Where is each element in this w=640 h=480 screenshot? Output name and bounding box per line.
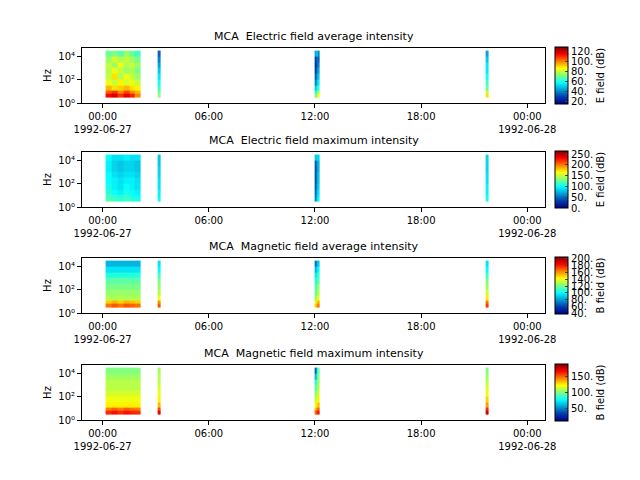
- svg-text:120.: 120.: [571, 281, 593, 292]
- svg-text:140.: 140.: [571, 274, 593, 285]
- svg-text:00:001992-06-27: 00:001992-06-27: [74, 111, 132, 135]
- svg-text:00:001992-06-28: 00:001992-06-28: [498, 321, 556, 345]
- svg-text:10²: 10²: [58, 178, 75, 189]
- svg-text:B field (dB): B field (dB): [595, 365, 606, 421]
- svg-text:Hz: Hz: [42, 69, 53, 82]
- svg-text:10²: 10²: [58, 284, 75, 295]
- svg-text:40.: 40.: [571, 308, 587, 319]
- svg-text:06:00: 06:00: [194, 321, 223, 332]
- svg-text:200.: 200.: [571, 253, 593, 264]
- svg-text:E field (dB): E field (dB): [595, 48, 606, 103]
- svg-text:80.: 80.: [571, 294, 587, 305]
- svg-text:18:00: 18:00: [407, 428, 436, 439]
- svg-text:10⁴: 10⁴: [58, 261, 75, 272]
- svg-text:Hz: Hz: [42, 386, 53, 399]
- svg-text:100.: 100.: [571, 181, 593, 192]
- svg-text:10⁰: 10⁰: [58, 308, 75, 319]
- svg-text:18:00: 18:00: [407, 215, 436, 226]
- svg-text:00:001992-06-28: 00:001992-06-28: [498, 111, 556, 135]
- svg-text:150.: 150.: [571, 371, 593, 382]
- svg-text:12:00: 12:00: [301, 111, 330, 122]
- svg-text:06:00: 06:00: [194, 111, 223, 122]
- svg-text:00:001992-06-28: 00:001992-06-28: [498, 215, 556, 239]
- svg-text:MCA Electric field average in: MCA Electric field average intensity: [214, 30, 414, 43]
- svg-text:12:00: 12:00: [301, 428, 330, 439]
- svg-text:18:00: 18:00: [407, 321, 436, 332]
- svg-text:80.: 80.: [571, 66, 587, 77]
- svg-text:100.: 100.: [571, 287, 593, 298]
- svg-text:100.: 100.: [571, 56, 593, 67]
- svg-text:200.: 200.: [571, 159, 593, 170]
- svg-text:10⁴: 10⁴: [58, 368, 75, 379]
- svg-text:Hz: Hz: [42, 173, 53, 186]
- svg-text:50.: 50.: [571, 192, 587, 203]
- svg-text:06:00: 06:00: [194, 215, 223, 226]
- svg-text:10⁰: 10⁰: [58, 415, 75, 426]
- svg-text:10²: 10²: [58, 391, 75, 402]
- svg-text:12:00: 12:00: [301, 215, 330, 226]
- svg-text:50.: 50.: [571, 403, 587, 414]
- svg-text:06:00: 06:00: [194, 428, 223, 439]
- svg-text:10⁴: 10⁴: [58, 51, 75, 62]
- svg-text:18:00: 18:00: [407, 111, 436, 122]
- svg-text:120.: 120.: [571, 46, 593, 57]
- svg-text:MCA Electric field maximum in: MCA Electric field maximum intensity: [209, 134, 419, 147]
- svg-text:0.: 0.: [571, 203, 581, 214]
- svg-text:B field (dB): B field (dB): [595, 258, 606, 314]
- svg-text:MCA Magnetic field maximum in: MCA Magnetic field maximum intensity: [204, 347, 424, 360]
- svg-text:MCA Magnetic field average in: MCA Magnetic field average intensity: [209, 240, 418, 253]
- svg-text:10⁰: 10⁰: [58, 98, 75, 109]
- svg-text:10²: 10²: [58, 74, 75, 85]
- svg-text:180.: 180.: [571, 260, 593, 271]
- svg-text:250.: 250.: [571, 149, 593, 160]
- svg-text:160.: 160.: [571, 267, 593, 278]
- svg-text:40.: 40.: [571, 86, 587, 97]
- svg-text:150.: 150.: [571, 170, 593, 181]
- svg-text:00:001992-06-27: 00:001992-06-27: [74, 321, 132, 345]
- svg-text:12:00: 12:00: [301, 321, 330, 332]
- svg-text:00:001992-06-27: 00:001992-06-27: [74, 215, 132, 239]
- svg-text:20.: 20.: [571, 96, 587, 107]
- svg-text:10⁰: 10⁰: [58, 202, 75, 213]
- svg-text:60.: 60.: [571, 76, 587, 87]
- svg-text:100.: 100.: [571, 387, 593, 398]
- svg-text:E field (dB): E field (dB): [595, 152, 606, 207]
- svg-text:10⁴: 10⁴: [58, 155, 75, 166]
- svg-text:00:001992-06-27: 00:001992-06-27: [74, 428, 132, 452]
- svg-text:60.: 60.: [571, 301, 587, 312]
- svg-text:Hz: Hz: [42, 279, 53, 292]
- svg-text:00:001992-06-28: 00:001992-06-28: [498, 428, 556, 452]
